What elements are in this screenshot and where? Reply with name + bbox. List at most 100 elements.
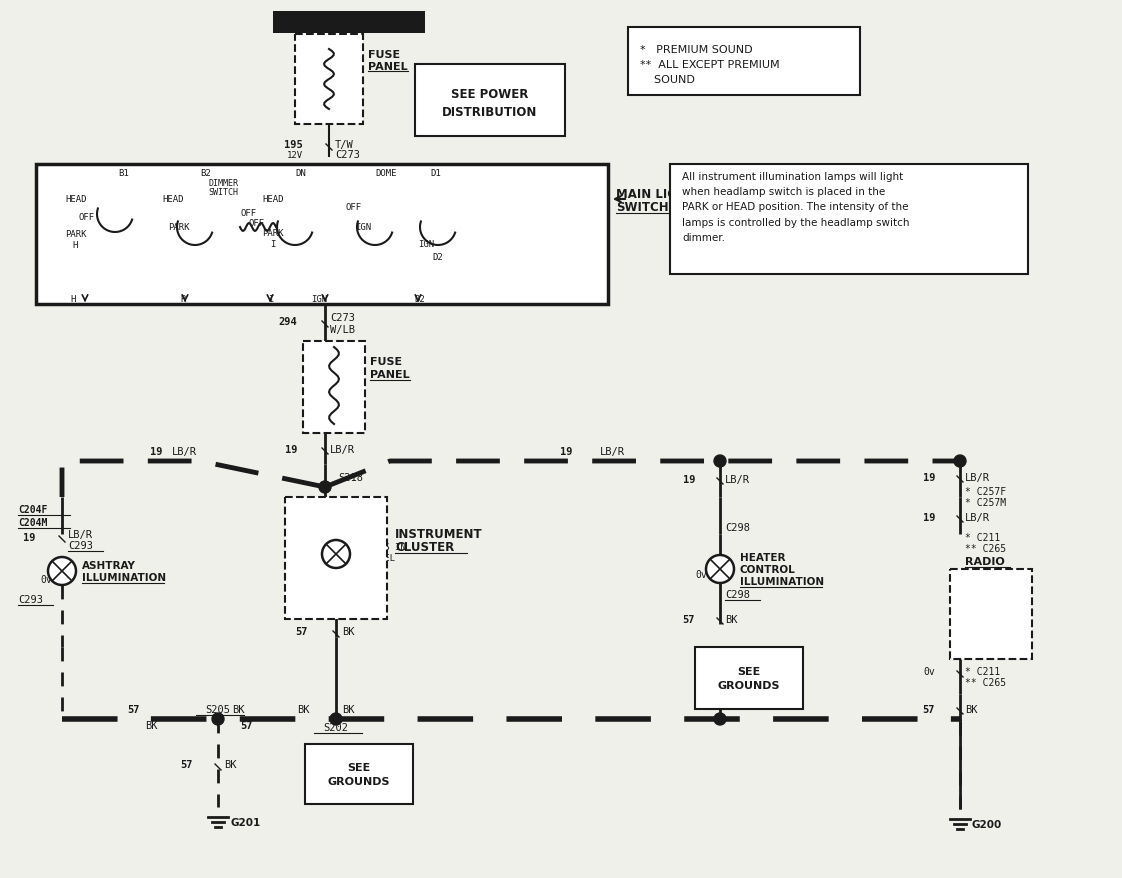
Text: C250: C250 <box>330 522 355 532</box>
Text: CLUSTER: CLUSTER <box>395 541 454 554</box>
Text: G200: G200 <box>972 819 1002 829</box>
Text: * C211: * C211 <box>965 666 1000 676</box>
Text: RADIO: RADIO <box>965 557 1004 566</box>
Text: BK: BK <box>145 720 157 730</box>
Text: LB/R: LB/R <box>965 472 990 482</box>
Text: LB/R: LB/R <box>172 447 197 457</box>
Text: BK: BK <box>297 704 310 714</box>
Bar <box>36 165 608 305</box>
Text: 57: 57 <box>295 626 309 637</box>
Text: 0v: 0v <box>923 666 935 676</box>
Text: SWITCH: SWITCH <box>208 188 238 198</box>
Text: 57: 57 <box>240 720 252 730</box>
Text: LB/R: LB/R <box>965 513 990 522</box>
Text: FUSE: FUSE <box>368 50 401 60</box>
Text: I: I <box>268 295 274 304</box>
Text: ASHTRAY: ASHTRAY <box>82 560 136 571</box>
Text: 4A: 4A <box>328 394 340 405</box>
Text: PANEL: PANEL <box>370 370 410 379</box>
Text: LB/R: LB/R <box>725 474 749 485</box>
Text: 0v: 0v <box>296 588 309 598</box>
Circle shape <box>714 713 726 725</box>
Bar <box>950 569 1032 659</box>
Text: D1: D1 <box>430 169 441 178</box>
Text: H: H <box>72 241 77 250</box>
Text: ** C265: ** C265 <box>965 543 1006 553</box>
Text: 19: 19 <box>682 474 695 485</box>
Text: HEAD: HEAD <box>263 195 284 205</box>
Text: 57: 57 <box>922 704 935 714</box>
Text: GROUNDS: GROUNDS <box>718 680 780 690</box>
Bar <box>670 165 1028 275</box>
Text: W/LB: W/LB <box>330 325 355 335</box>
Text: 0v: 0v <box>40 574 52 585</box>
Text: H: H <box>70 295 75 304</box>
Text: 0v: 0v <box>695 569 707 579</box>
Bar <box>415 65 565 137</box>
Text: 19: 19 <box>560 447 572 457</box>
Text: D2: D2 <box>432 253 443 263</box>
Text: BK: BK <box>224 759 237 769</box>
Text: 10: 10 <box>328 363 340 372</box>
Circle shape <box>322 540 350 568</box>
Text: PARK: PARK <box>168 223 190 233</box>
Text: PARK: PARK <box>65 230 86 239</box>
Text: ILLUMINATION: ILLUMINATION <box>741 576 825 587</box>
Text: * C257M: * C257M <box>965 498 1006 507</box>
Text: MAIN LIGHT: MAIN LIGHT <box>616 188 695 201</box>
Text: 57: 57 <box>682 615 695 624</box>
Bar <box>273 12 425 34</box>
Text: 7: 7 <box>956 643 962 652</box>
Text: **  ALL EXCEPT PREMIUM: ** ALL EXCEPT PREMIUM <box>640 60 780 70</box>
Text: C273: C273 <box>335 150 360 160</box>
Text: PANEL: PANEL <box>368 62 407 72</box>
Text: BK: BK <box>342 704 355 714</box>
Circle shape <box>714 456 726 467</box>
Text: 5: 5 <box>956 582 962 593</box>
Text: IGN: IGN <box>311 295 327 304</box>
Text: BK: BK <box>965 704 977 714</box>
Text: B1: B1 <box>118 169 129 178</box>
Text: 19: 19 <box>285 444 297 455</box>
Text: HEAD: HEAD <box>65 195 86 205</box>
Text: BK: BK <box>342 626 355 637</box>
Text: SEE: SEE <box>348 762 370 772</box>
Bar <box>305 745 413 804</box>
Text: CONTROL: CONTROL <box>741 565 795 574</box>
Text: S202: S202 <box>323 723 349 732</box>
Text: * C211: * C211 <box>965 532 1000 543</box>
Text: 4: 4 <box>327 65 332 75</box>
Text: * C257F: * C257F <box>965 486 1006 496</box>
Text: DIMMER: DIMMER <box>208 179 238 188</box>
Text: IGN: IGN <box>419 241 434 249</box>
Text: GROUNDS: GROUNDS <box>328 776 390 786</box>
Text: DN: DN <box>295 169 306 178</box>
Text: BK: BK <box>725 615 737 624</box>
Text: LB/R: LB/R <box>600 447 625 457</box>
Bar <box>628 28 859 96</box>
Text: All instrument illumination lamps will light
when headlamp switch is placed in t: All instrument illumination lamps will l… <box>682 172 910 242</box>
Text: 19: 19 <box>150 447 163 457</box>
Text: IGN: IGN <box>355 223 371 233</box>
Text: HEAD: HEAD <box>162 195 184 205</box>
Text: OFF: OFF <box>79 213 94 222</box>
Text: LB/R: LB/R <box>68 529 93 539</box>
Text: R: R <box>180 295 185 304</box>
Bar <box>285 498 387 619</box>
Text: 294: 294 <box>278 317 297 327</box>
Circle shape <box>48 558 76 586</box>
Text: FUSE: FUSE <box>370 356 402 367</box>
Text: I: I <box>270 241 275 249</box>
Text: C273: C273 <box>330 313 355 322</box>
Text: 5 BULBS IN: 5 BULBS IN <box>352 543 406 552</box>
Text: LB/R: LB/R <box>330 509 355 520</box>
Text: LB/R: LB/R <box>330 444 355 455</box>
Text: ILLUMINATION: ILLUMINATION <box>82 572 166 582</box>
Text: HOT AT ALL TIEMS: HOT AT ALL TIEMS <box>295 18 403 28</box>
Bar <box>695 647 803 709</box>
Text: SEE POWER: SEE POWER <box>451 89 528 101</box>
Text: C293: C293 <box>68 540 93 551</box>
Text: C298: C298 <box>725 589 749 600</box>
Circle shape <box>706 556 734 583</box>
Text: HEATER: HEATER <box>741 552 785 563</box>
